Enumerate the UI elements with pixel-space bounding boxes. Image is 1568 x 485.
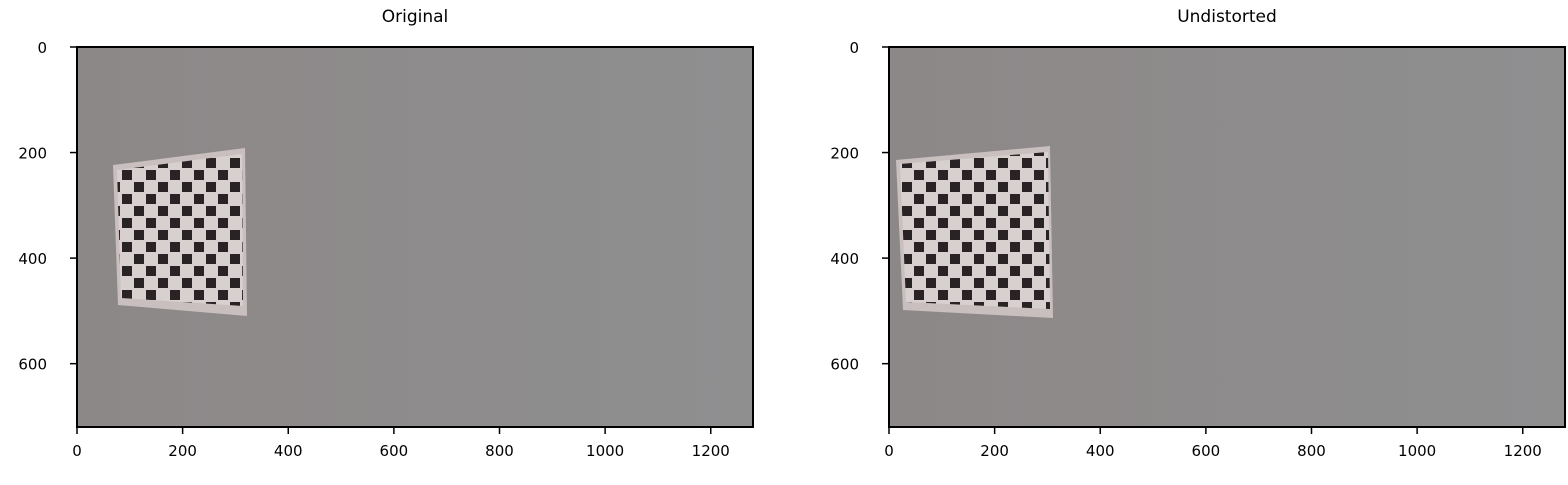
y-tick-label: 200 [18,145,47,163]
x-tick-label: 600 [1192,442,1221,460]
x-tick-label: 1000 [586,442,624,460]
y-tick-label: 200 [830,145,859,163]
subplot-title: Undistorted [1177,7,1277,27]
x-tick-label: 200 [168,442,197,460]
x-tick-label: 600 [380,442,409,460]
x-tick-label: 1200 [692,442,730,460]
image-undistorted [889,47,1565,427]
x-tick-label: 0 [884,442,894,460]
x-tick-label: 400 [1086,442,1115,460]
x-tick-label: 1200 [1504,442,1542,460]
x-tick-label: 800 [485,442,514,460]
x-tick-label: 0 [72,442,82,460]
x-tick-label: 1000 [1398,442,1436,460]
y-tick-label: 0 [37,39,47,57]
x-tick-label: 800 [1297,442,1326,460]
image-original [77,47,753,427]
y-tick-label: 600 [18,356,47,374]
x-tick-label: 200 [980,442,1009,460]
y-tick-label: 600 [830,356,859,374]
y-tick-label: 0 [849,39,859,57]
x-tick-label: 400 [274,442,303,460]
axes-frame [888,46,1566,428]
y-tick-label: 400 [830,250,859,268]
y-tick-label: 400 [18,250,47,268]
axes-frame [76,46,754,428]
subplot-title: Original [382,7,449,27]
